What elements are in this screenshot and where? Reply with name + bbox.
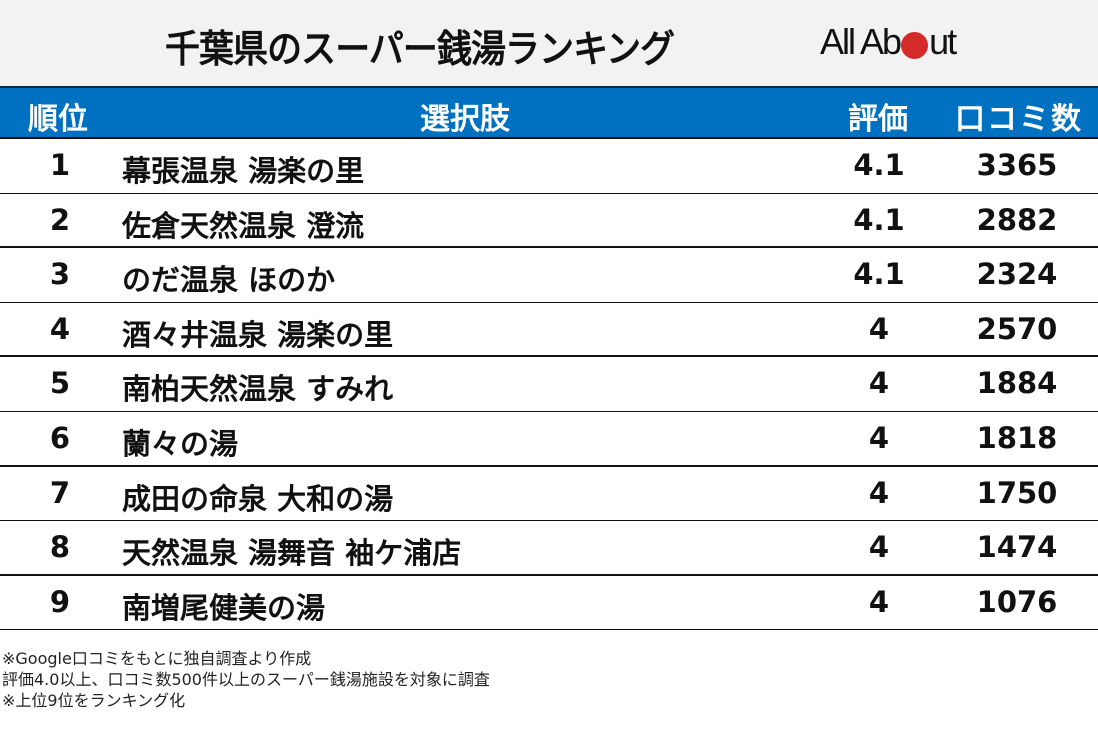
footnotes: ※Google口コミをもとに独自調査より作成 評価4.0以上、口コミ数500件以… [2,648,490,711]
rank-cell: 7 [49,475,71,510]
rating-cell: 4.1 [853,257,905,292]
reviews-cell: 2570 [976,311,1058,346]
table-row: 7 成田の命泉 大和の湯 4 1750 [0,467,1098,522]
table-row: 8 天然温泉 湯舞音 袖ケ浦店 4 1474 [0,521,1098,576]
rank-cell: 4 [49,311,71,346]
name-cell: 蘭々の湯 [122,426,239,461]
rating-cell: 4 [868,420,890,455]
title-bar: 千葉県のスーパー銭湯ランキング All Ab ut [0,0,1098,86]
table-row: 4 酒々井温泉 湯楽の里 4 2570 [0,303,1098,358]
footnote-source: ※Google口コミをもとに独自調査より作成 [2,649,312,668]
column-header-name: 選択肢 [420,102,510,137]
reviews-cell: 1076 [976,584,1058,619]
table-row: 1 幕張温泉 湯楽の里 4.1 3365 [0,139,1098,194]
allabout-logo: All Ab ut [820,21,957,62]
reviews-cell: 1750 [976,475,1058,510]
page-title: 千葉県のスーパー銭湯ランキング [165,27,675,71]
name-cell: 南柏天然温泉 すみれ [122,372,394,407]
rating-cell: 4.1 [853,148,905,182]
rank-cell: 2 [49,202,71,237]
rank-cell: 3 [49,257,71,292]
reviews-cell: 2324 [976,257,1058,292]
name-cell: 成田の命泉 大和の湯 [122,481,394,516]
reviews-cell: 1884 [976,366,1058,401]
rank-cell: 1 [49,148,71,182]
reviews-cell: 1818 [976,420,1058,455]
table-row: 6 蘭々の湯 4 1818 [0,412,1098,467]
reviews-cell: 3365 [976,148,1058,182]
footnote-scope: ※上位9位をランキング化 [2,691,186,710]
logo-text-right: ut [929,21,957,62]
rating-cell: 4 [868,584,890,619]
rank-cell: 5 [49,366,71,401]
name-cell: 南増尾健美の湯 [122,590,326,625]
rating-cell: 4 [868,311,890,346]
table-row: 2 佐倉天然温泉 澄流 4.1 2882 [0,194,1098,249]
table-row: 9 南増尾健美の湯 4 1076 [0,576,1098,631]
name-cell: のだ温泉 ほのか [122,263,336,298]
name-cell: 天然温泉 湯舞音 袖ケ浦店 [122,536,462,571]
table-header: 順位 選択肢 評価 口コミ数 [0,86,1098,139]
rating-cell: 4.1 [853,202,905,237]
reviews-cell: 2882 [976,202,1058,237]
table-row: 5 南柏天然温泉 すみれ 4 1884 [0,357,1098,412]
name-cell: 幕張温泉 湯楽の里 [122,154,365,188]
column-header-rating: 評価 [848,102,908,137]
rating-cell: 4 [868,530,890,565]
footnote-criteria: 評価4.0以上、口コミ数500件以上のスーパー銭湯施設を対象に調査 [2,670,490,689]
rank-cell: 8 [49,530,71,565]
ranking-table-body: 1 幕張温泉 湯楽の里 4.1 3365 2 佐倉天然温泉 澄流 4.1 288… [0,139,1098,631]
rating-cell: 4 [868,366,890,401]
name-cell: 酒々井温泉 湯楽の里 [122,317,394,352]
rank-cell: 9 [49,584,71,619]
logo-red-dot-icon [901,31,929,59]
reviews-cell: 1474 [976,530,1058,565]
table-row: 3 のだ温泉 ほのか 4.1 2324 [0,248,1098,303]
logo-text-left: All Ab [820,21,902,62]
rank-cell: 6 [49,420,71,455]
column-header-reviews: 口コミ数 [955,102,1083,137]
name-cell: 佐倉天然温泉 澄流 [122,208,365,243]
rating-cell: 4 [868,475,890,510]
column-header-rank: 順位 [28,102,88,137]
